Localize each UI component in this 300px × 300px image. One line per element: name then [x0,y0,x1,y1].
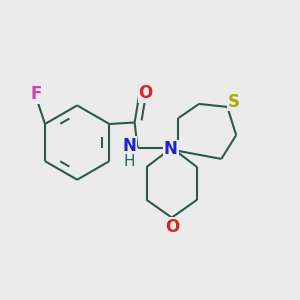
Text: N: N [164,140,178,158]
Text: H: H [124,154,135,169]
Text: F: F [30,85,42,103]
Text: O: O [139,84,153,102]
Text: S: S [228,93,240,111]
Text: O: O [165,218,179,236]
Text: N: N [122,137,136,155]
